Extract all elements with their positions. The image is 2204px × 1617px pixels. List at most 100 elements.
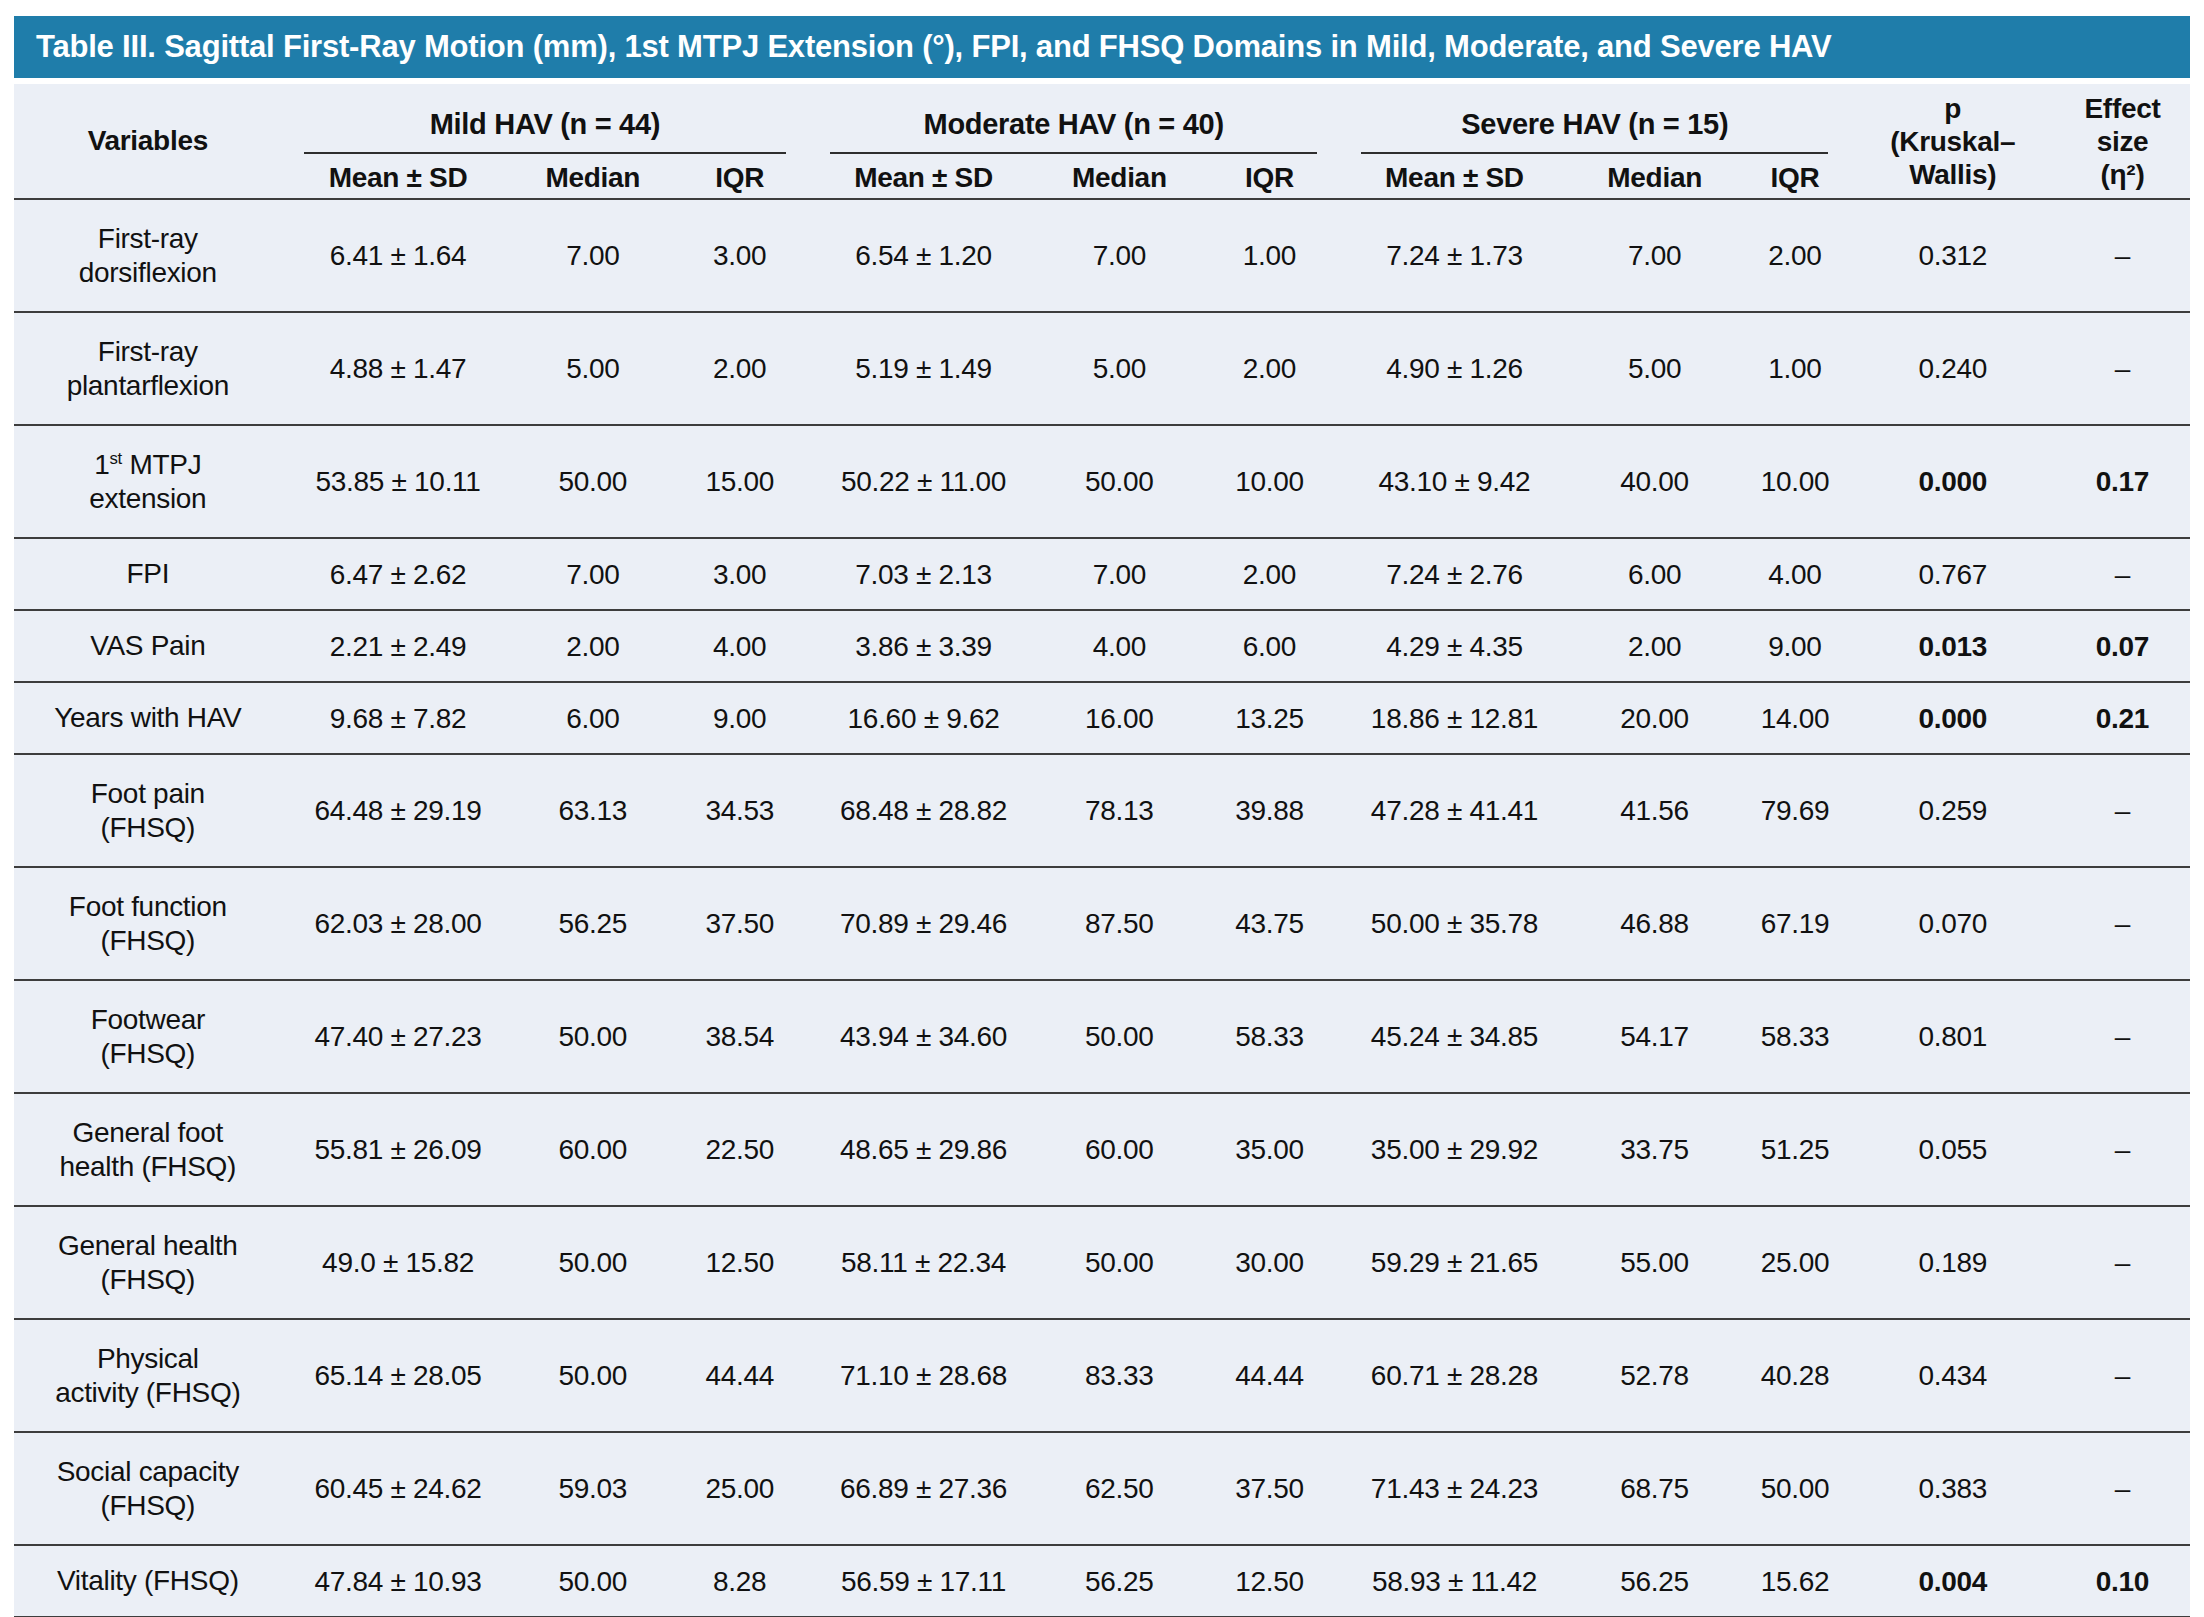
cell-mild-mean-sd: 47.40 ± 27.23 xyxy=(282,980,515,1093)
cell-p-value: 0.312 xyxy=(1850,199,2055,312)
cell-moderate-iqr: 43.75 xyxy=(1200,867,1339,980)
cell-mild-iqr: 37.50 xyxy=(671,867,808,980)
cell-severe-mean-sd: 43.10 ± 9.42 xyxy=(1339,425,1570,538)
cell-mild-median: 2.00 xyxy=(514,610,671,682)
cell-moderate-mean-sd: 66.89 ± 27.36 xyxy=(808,1432,1039,1545)
cell-severe-mean-sd: 47.28 ± 41.41 xyxy=(1339,754,1570,867)
cell-severe-mean-sd: 4.90 ± 1.26 xyxy=(1339,312,1570,425)
cell-effect-size: – xyxy=(2055,867,2190,980)
cell-moderate-mean-sd: 68.48 ± 28.82 xyxy=(808,754,1039,867)
cell-mild-mean-sd: 62.03 ± 28.00 xyxy=(282,867,515,980)
cell-effect-size: – xyxy=(2055,754,2190,867)
cell-moderate-median: 5.00 xyxy=(1039,312,1200,425)
variable-label: First-rayplantarflexion xyxy=(14,312,282,425)
cell-mild-median: 50.00 xyxy=(514,425,671,538)
cell-mild-mean-sd: 4.88 ± 1.47 xyxy=(282,312,515,425)
cell-moderate-iqr: 13.25 xyxy=(1200,682,1339,754)
variable-label: Social capacity(FHSQ) xyxy=(14,1432,282,1545)
table-row: Social capacity(FHSQ) 60.45 ± 24.62 59.0… xyxy=(14,1432,2190,1545)
cell-effect-size: – xyxy=(2055,312,2190,425)
cell-moderate-mean-sd: 3.86 ± 3.39 xyxy=(808,610,1039,682)
cell-severe-mean-sd: 7.24 ± 2.76 xyxy=(1339,538,1570,610)
cell-moderate-mean-sd: 71.10 ± 28.68 xyxy=(808,1319,1039,1432)
cell-effect-size: 0.10 xyxy=(2055,1545,2190,1617)
variable-label: FPI xyxy=(14,538,282,610)
cell-mild-mean-sd: 65.14 ± 28.05 xyxy=(282,1319,515,1432)
cell-moderate-iqr: 30.00 xyxy=(1200,1206,1339,1319)
cell-moderate-mean-sd: 70.89 ± 29.46 xyxy=(808,867,1039,980)
statistics-table: Variables Mild HAV (n = 44) Moderate HAV… xyxy=(14,84,2190,1617)
column-header-effect-size: Effect size (η²) xyxy=(2055,84,2190,199)
cell-mild-median: 56.25 xyxy=(514,867,671,980)
cell-mild-mean-sd: 2.21 ± 2.49 xyxy=(282,610,515,682)
cell-moderate-iqr: 39.88 xyxy=(1200,754,1339,867)
cell-severe-iqr: 14.00 xyxy=(1739,682,1850,754)
cell-p-value: 0.013 xyxy=(1850,610,2055,682)
cell-mild-iqr: 38.54 xyxy=(671,980,808,1093)
cell-p-value: 0.004 xyxy=(1850,1545,2055,1617)
variable-label: Footwear(FHSQ) xyxy=(14,980,282,1093)
column-header-mild-iqr: IQR xyxy=(671,158,808,199)
cell-p-value: 0.000 xyxy=(1850,682,2055,754)
cell-moderate-iqr: 10.00 xyxy=(1200,425,1339,538)
table-row: First-raydorsiflexion 6.41 ± 1.64 7.00 3… xyxy=(14,199,2190,312)
variable-label: Foot function(FHSQ) xyxy=(14,867,282,980)
column-header-severe-median: Median xyxy=(1570,158,1740,199)
cell-mild-mean-sd: 53.85 ± 10.11 xyxy=(282,425,515,538)
cell-moderate-median: 50.00 xyxy=(1039,1206,1200,1319)
cell-severe-median: 55.00 xyxy=(1570,1206,1740,1319)
variable-label: General foothealth (FHSQ) xyxy=(14,1093,282,1206)
cell-moderate-mean-sd: 43.94 ± 34.60 xyxy=(808,980,1039,1093)
cell-mild-mean-sd: 47.84 ± 10.93 xyxy=(282,1545,515,1617)
cell-mild-median: 60.00 xyxy=(514,1093,671,1206)
cell-p-value: 0.055 xyxy=(1850,1093,2055,1206)
cell-moderate-mean-sd: 5.19 ± 1.49 xyxy=(808,312,1039,425)
variable-label: Vitality (FHSQ) xyxy=(14,1545,282,1617)
table-row: VAS Pain 2.21 ± 2.49 2.00 4.00 3.86 ± 3.… xyxy=(14,610,2190,682)
cell-severe-median: 56.25 xyxy=(1570,1545,1740,1617)
cell-moderate-iqr: 2.00 xyxy=(1200,538,1339,610)
table-row: Foot function(FHSQ) 62.03 ± 28.00 56.25 … xyxy=(14,867,2190,980)
cell-mild-iqr: 3.00 xyxy=(671,199,808,312)
column-header-mild-mean-sd: Mean ± SD xyxy=(282,158,515,199)
variable-label: General health(FHSQ) xyxy=(14,1206,282,1319)
cell-severe-mean-sd: 71.43 ± 24.23 xyxy=(1339,1432,1570,1545)
cell-severe-iqr: 2.00 xyxy=(1739,199,1850,312)
cell-moderate-median: 78.13 xyxy=(1039,754,1200,867)
cell-severe-mean-sd: 45.24 ± 34.85 xyxy=(1339,980,1570,1093)
group-header-mild-label: Mild HAV (n = 44) xyxy=(304,88,787,154)
cell-moderate-median: 87.50 xyxy=(1039,867,1200,980)
cell-severe-median: 40.00 xyxy=(1570,425,1740,538)
column-header-variables: Variables xyxy=(14,84,282,199)
cell-moderate-median: 56.25 xyxy=(1039,1545,1200,1617)
cell-severe-iqr: 15.62 xyxy=(1739,1545,1850,1617)
cell-p-value: 0.434 xyxy=(1850,1319,2055,1432)
column-header-moderate-median: Median xyxy=(1039,158,1200,199)
cell-p-value: 0.000 xyxy=(1850,425,2055,538)
cell-effect-size: – xyxy=(2055,538,2190,610)
table-row: Vitality (FHSQ) 47.84 ± 10.93 50.00 8.28… xyxy=(14,1545,2190,1617)
variable-label: Physicalactivity (FHSQ) xyxy=(14,1319,282,1432)
cell-moderate-median: 7.00 xyxy=(1039,538,1200,610)
cell-severe-mean-sd: 35.00 ± 29.92 xyxy=(1339,1093,1570,1206)
cell-mild-iqr: 9.00 xyxy=(671,682,808,754)
table-row: First-rayplantarflexion 4.88 ± 1.47 5.00… xyxy=(14,312,2190,425)
table-row: Foot pain(FHSQ) 64.48 ± 29.19 63.13 34.5… xyxy=(14,754,2190,867)
cell-severe-median: 41.56 xyxy=(1570,754,1740,867)
cell-severe-median: 5.00 xyxy=(1570,312,1740,425)
cell-mild-median: 50.00 xyxy=(514,1319,671,1432)
cell-moderate-mean-sd: 50.22 ± 11.00 xyxy=(808,425,1039,538)
cell-mild-median: 7.00 xyxy=(514,199,671,312)
cell-severe-mean-sd: 58.93 ± 11.42 xyxy=(1339,1545,1570,1617)
cell-p-value: 0.189 xyxy=(1850,1206,2055,1319)
cell-severe-median: 52.78 xyxy=(1570,1319,1740,1432)
cell-mild-median: 6.00 xyxy=(514,682,671,754)
variable-label: VAS Pain xyxy=(14,610,282,682)
cell-mild-iqr: 25.00 xyxy=(671,1432,808,1545)
cell-mild-median: 7.00 xyxy=(514,538,671,610)
cell-p-value: 0.240 xyxy=(1850,312,2055,425)
cell-p-value: 0.383 xyxy=(1850,1432,2055,1545)
column-header-moderate-iqr: IQR xyxy=(1200,158,1339,199)
column-header-severe-iqr: IQR xyxy=(1739,158,1850,199)
table-row: General health(FHSQ) 49.0 ± 15.82 50.00 … xyxy=(14,1206,2190,1319)
